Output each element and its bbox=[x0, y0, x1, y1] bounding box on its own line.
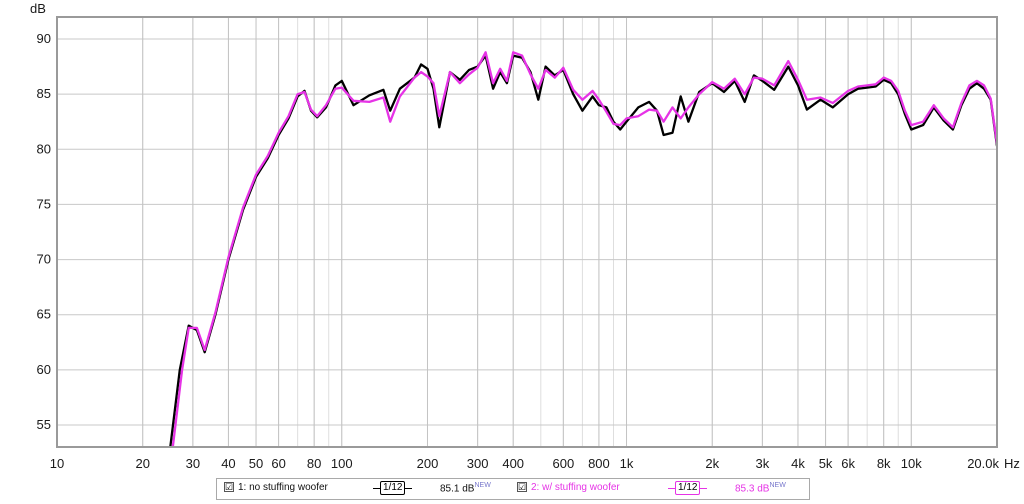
x-tick-label: 80 bbox=[307, 456, 321, 471]
legend-level-2: 85.3 dBNEW bbox=[735, 482, 786, 495]
x-tick-label: 300 bbox=[467, 456, 489, 471]
y-tick-label: 90 bbox=[37, 31, 51, 46]
x-tick-label: 10 bbox=[50, 456, 64, 471]
legend-smoothing-1[interactable]: 1/12 bbox=[373, 481, 413, 495]
series-line-1 bbox=[169, 54, 997, 447]
x-tick-label: 800 bbox=[588, 456, 610, 471]
x-tick-label: 50 bbox=[249, 456, 263, 471]
x-tick-label: 5k bbox=[819, 456, 833, 471]
x-tick-label: 6k bbox=[841, 456, 855, 471]
x-tick-label: 10k bbox=[901, 456, 922, 471]
x-tick-label: 8k bbox=[877, 456, 891, 471]
x-tick-label: 2k bbox=[705, 456, 719, 471]
checkbox-2-icon[interactable]: ☑ bbox=[517, 482, 527, 493]
y-tick-label: 65 bbox=[37, 307, 51, 322]
legend-label-2: 2: w/ stuffing woofer bbox=[531, 482, 620, 493]
checkbox-1-icon[interactable]: ☑ bbox=[224, 482, 234, 493]
legend-level-1: 85.1 dBNEW bbox=[440, 482, 491, 495]
y-tick-label: 70 bbox=[37, 252, 51, 267]
x-tick-label: 3k bbox=[756, 456, 770, 471]
x-tick-label: 600 bbox=[552, 456, 574, 471]
x-tick-label: 400 bbox=[502, 456, 524, 471]
smoothing-1-icon[interactable]: 1/12 bbox=[380, 481, 406, 495]
x-tick-label: 200 bbox=[417, 456, 439, 471]
legend-label-1: 1: no stuffing woofer bbox=[238, 482, 328, 493]
y-tick-label: 75 bbox=[37, 196, 51, 211]
legend-checkbox-2[interactable]: ☑ bbox=[517, 482, 527, 493]
x-axis-unit: Hz bbox=[1004, 456, 1020, 471]
smoothing-2-icon[interactable]: 1/12 bbox=[675, 481, 701, 495]
series-layer bbox=[169, 51, 997, 447]
x-tick-label: 40 bbox=[221, 456, 235, 471]
legend-checkbox-1[interactable]: ☑ bbox=[224, 482, 234, 493]
y-tick-label: 85 bbox=[37, 86, 51, 101]
x-tick-label: 20.0k bbox=[967, 456, 999, 471]
x-tick-label: 30 bbox=[186, 456, 200, 471]
x-tick-label: 1k bbox=[620, 456, 634, 471]
legend-smoothing-2[interactable]: 1/12 bbox=[668, 481, 708, 495]
major-gridlines bbox=[57, 17, 997, 447]
y-tick-label: 60 bbox=[37, 362, 51, 377]
tick-labels: 55 60 65 70 75 80 85 90 10 20 30 40 50 60 80 100 200 300 4… bbox=[37, 31, 1000, 471]
series-line-2 bbox=[171, 51, 997, 447]
x-tick-label: 60 bbox=[271, 456, 285, 471]
y-tick-label: 55 bbox=[37, 417, 51, 432]
x-tick-label: 20 bbox=[135, 456, 149, 471]
legend: ☑ 1: no stuffing woofer 1/12 85.1 dBNEW … bbox=[216, 478, 810, 500]
y-tick-label: 80 bbox=[37, 141, 51, 156]
chart: 55 60 65 70 75 80 85 90 10 20 30 40 50 60 80 100 200 300 4… bbox=[30, 1, 1020, 471]
x-tick-label: 100 bbox=[331, 456, 353, 471]
x-tick-label: 4k bbox=[791, 456, 805, 471]
plot-frame bbox=[56, 16, 998, 448]
y-axis-label: dB bbox=[30, 1, 46, 16]
